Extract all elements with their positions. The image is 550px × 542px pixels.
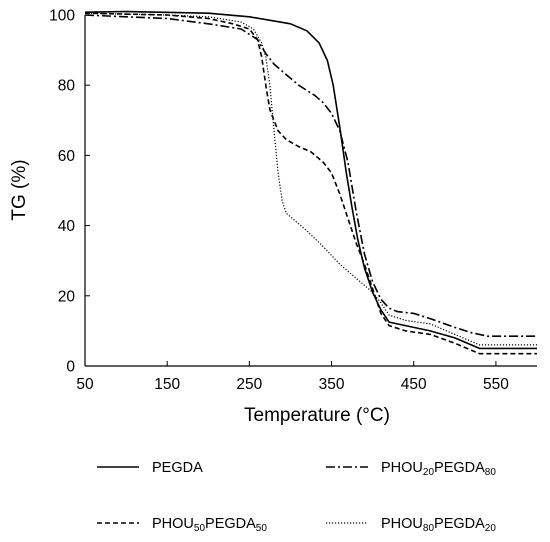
y-axis-title: TG (%) <box>9 159 30 220</box>
series-line-1 <box>84 10 537 350</box>
y-tick-label: 0 <box>66 359 75 376</box>
y-tick-label: 80 <box>58 78 76 95</box>
plot-area <box>84 10 537 355</box>
legend: PEGDA PHOU20PEGDA80 PHOU50PEGDA50 PHOU80PEG… <box>97 460 496 534</box>
x-axis-title: Temperature (°C) <box>244 405 390 426</box>
y-axis-ticks: 0 20 40 60 80 100 <box>49 8 90 376</box>
y-tick-label: 60 <box>58 148 76 165</box>
series-line-4 <box>84 12 537 346</box>
x-tick-label: 50 <box>76 376 94 393</box>
x-tick-label: 150 <box>154 376 180 393</box>
legend-label-4: PHOU80PEGDA20 <box>381 516 496 534</box>
x-tick-label: 550 <box>483 376 509 393</box>
series-line-3 <box>84 12 537 355</box>
y-tick-label: 40 <box>58 218 76 235</box>
x-tick-label: 250 <box>236 376 262 393</box>
x-tick-label: 450 <box>401 376 427 393</box>
axes <box>84 15 537 367</box>
x-axis-ticks: 50 150 250 350 450 550 <box>76 361 509 393</box>
legend-label-1: PEGDA <box>152 460 203 476</box>
series-line-2 <box>84 14 537 337</box>
y-tick-label: 20 <box>58 288 76 305</box>
legend-label-3: PHOU50PEGDA50 <box>152 516 267 534</box>
legend-label-2: PHOU20PEGDA80 <box>381 460 496 478</box>
y-tick-label: 100 <box>49 8 75 25</box>
x-tick-label: 350 <box>319 376 345 393</box>
